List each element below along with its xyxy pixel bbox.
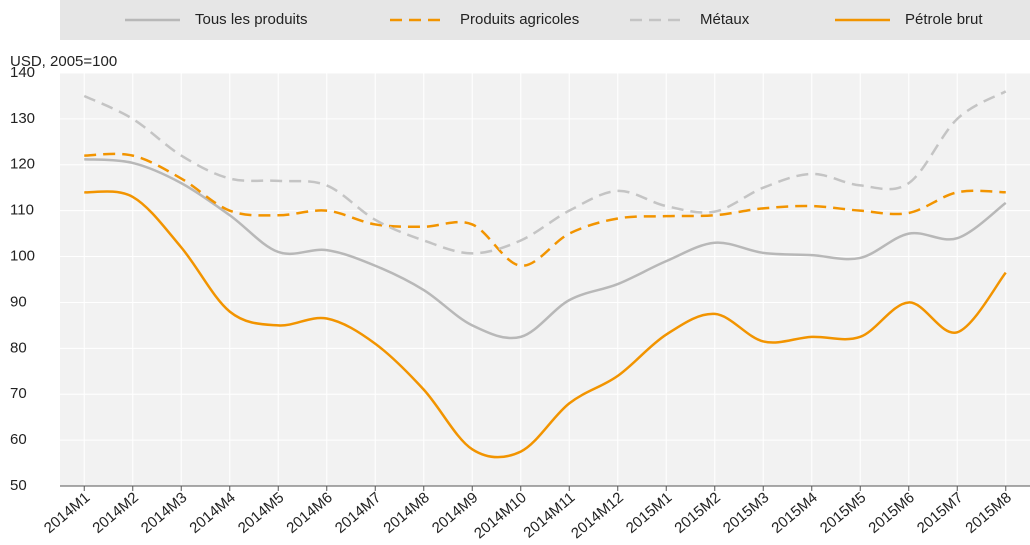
legend-label: Métaux	[700, 11, 750, 28]
y-tick-label: 50	[10, 477, 27, 494]
y-tick-label: 60	[10, 431, 27, 448]
x-tick-label: 2015M5	[817, 489, 869, 537]
x-tick-label: 2014M8	[380, 489, 432, 537]
x-tick-label: 2015M7	[914, 489, 966, 537]
legend-label: Tous les produits	[195, 11, 308, 28]
y-tick-label: 120	[10, 156, 35, 173]
x-tick-label: 2014M2	[89, 489, 141, 537]
y-tick-label: 110	[10, 202, 34, 219]
x-tick-label: 2014M10	[471, 489, 530, 542]
x-tick-label: 2015M2	[671, 489, 723, 537]
x-tick-label: 2014M1	[41, 489, 93, 537]
legend-label: Pétrole brut	[905, 11, 983, 28]
series-line	[84, 190, 1007, 459]
x-tick-label: 2015M8	[962, 489, 1014, 537]
y-tick-label: 140	[10, 64, 35, 81]
x-tick-label: 2014M7	[332, 489, 384, 537]
y-axis-label: USD, 2005=100	[10, 53, 117, 70]
x-tick-label: 2014M12	[568, 489, 627, 542]
x-tick-label: 2014M3	[138, 489, 190, 537]
x-tick-label: 2014M5	[235, 489, 287, 537]
x-tick-label: 2015M4	[768, 489, 820, 537]
legend-label: Produits agricoles	[460, 11, 579, 28]
plot-area	[60, 73, 1030, 486]
x-tick-label: 2014M4	[186, 489, 238, 537]
x-tick-label: 2015M6	[865, 489, 917, 537]
x-tick-label: 2014M11	[520, 489, 578, 542]
y-tick-label: 70	[10, 385, 27, 402]
y-tick-label: 80	[10, 339, 27, 356]
x-tick-label: 2015M1	[623, 489, 675, 537]
series-line	[84, 158, 1007, 340]
y-tick-label: 100	[10, 248, 35, 265]
x-tick-label: 2015M3	[720, 489, 772, 537]
y-tick-label: 90	[10, 293, 27, 310]
y-tick-label: 130	[10, 110, 35, 127]
series-line	[84, 152, 1006, 267]
x-tick-label: 2014M6	[283, 489, 335, 537]
series-line	[83, 90, 1007, 255]
